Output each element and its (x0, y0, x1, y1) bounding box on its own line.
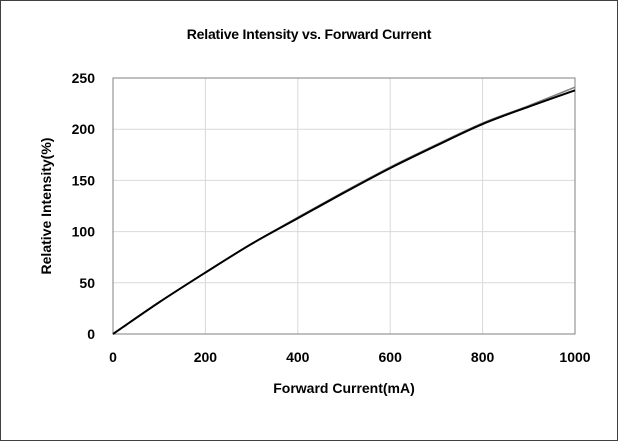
series-line-2 (112, 86, 576, 335)
tick-labels: 0 200 400 600 800 1000 0 50 100 150 200 250 (72, 70, 591, 365)
y-tick-label: 200 (72, 121, 96, 137)
y-tick-label: 0 (87, 326, 95, 342)
y-tick-label: 100 (72, 224, 96, 240)
x-tick-label: 400 (286, 349, 310, 365)
gridlines (112, 77, 576, 335)
y-axis-label: Relative Intensity(%) (38, 138, 54, 275)
x-tick-label: 200 (194, 349, 218, 365)
y-tick-label: 150 (72, 172, 96, 188)
y-tick-label: 50 (79, 275, 95, 291)
series-layer (112, 86, 576, 335)
chart-title: Relative Intensity vs. Forward Current (186, 26, 432, 42)
x-tick-label: 800 (471, 349, 495, 365)
plot-area-border (112, 77, 576, 335)
x-tick-label: 600 (379, 349, 403, 365)
x-tick-label: 0 (109, 349, 117, 365)
x-tick-label: 1000 (559, 349, 590, 365)
x-axis-label: Forward Current(mA) (273, 380, 415, 396)
series-line-1 (112, 89, 576, 335)
y-tick-label: 250 (72, 70, 96, 86)
